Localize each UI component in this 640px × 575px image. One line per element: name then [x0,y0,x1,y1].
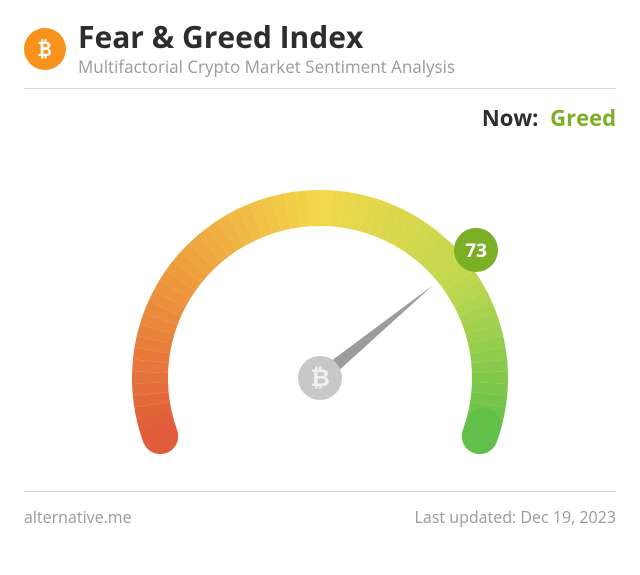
gauge-chart: ₿ 73 [24,143,616,483]
header: Fear & Greed Index Multifactorial Crypto… [24,20,616,78]
divider-bottom [24,491,616,492]
score-value: 73 [465,237,487,263]
footer: alternative.me Last updated: Dec 19, 202… [24,506,616,528]
gauge-svg: ₿ [80,143,560,483]
page-title: Fear & Greed Index [78,20,455,53]
divider-top [24,88,616,89]
bitcoin-icon [24,28,66,70]
current-reading-row: Now: Greed [24,103,616,133]
score-badge: 73 [454,228,498,272]
svg-text:₿: ₿ [310,361,330,394]
last-updated: Last updated: Dec 19, 2023 [415,506,616,528]
sentiment-value: Greed [550,103,616,133]
page-subtitle: Multifactorial Crypto Market Sentiment A… [78,55,455,78]
title-block: Fear & Greed Index Multifactorial Crypto… [78,20,455,78]
now-label: Now: [482,103,539,133]
source-label: alternative.me [24,506,132,528]
